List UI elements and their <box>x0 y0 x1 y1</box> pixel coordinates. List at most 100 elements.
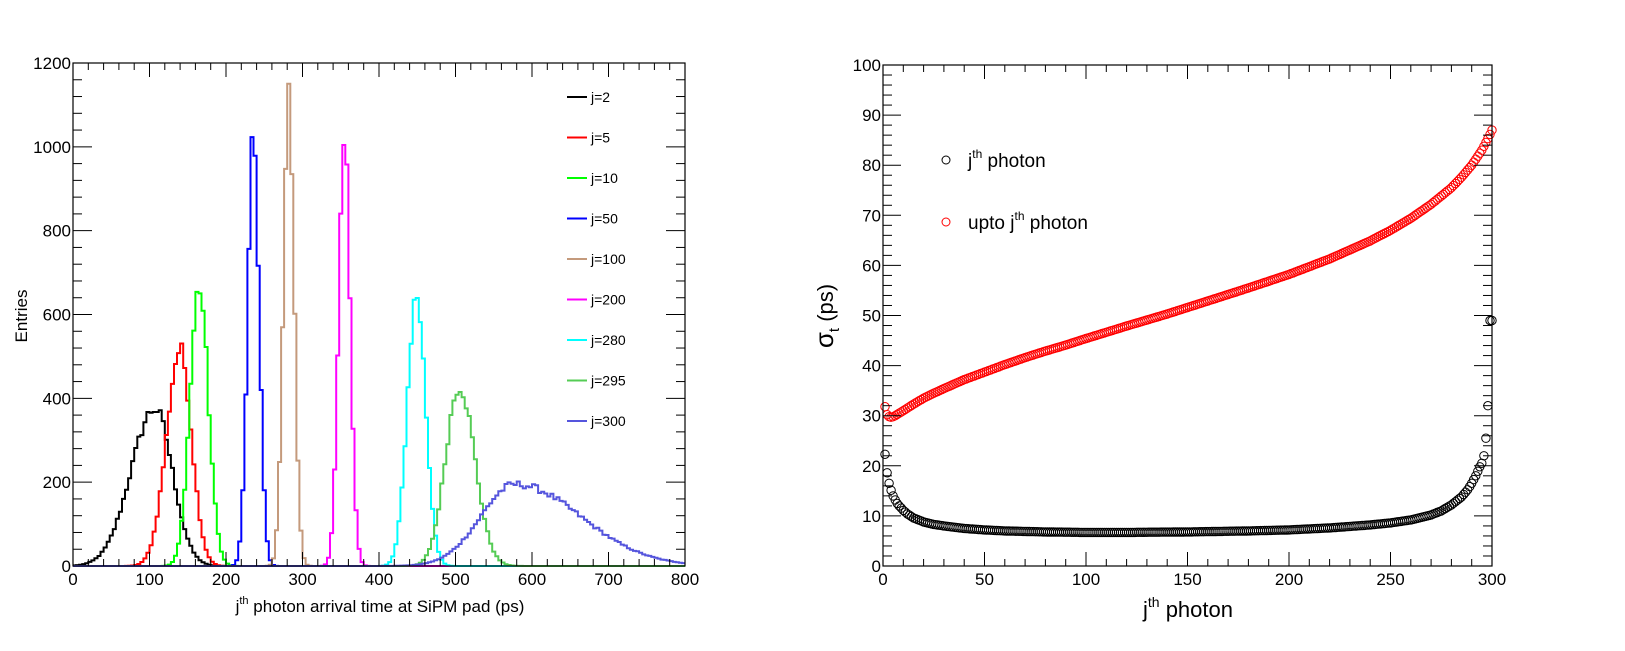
histogram-series-j-100 <box>73 82 685 567</box>
left-y-axis-title: Entries <box>12 290 31 343</box>
left-x-axis-title-pre: j <box>235 597 240 616</box>
data-point <box>1359 238 1369 249</box>
right-y-tick-label: 70 <box>862 206 881 225</box>
right-y-tick-label: 40 <box>862 357 881 376</box>
left-x-tick-label: 400 <box>365 570 393 589</box>
legend-label-pre: j <box>967 151 972 172</box>
data-point <box>1339 247 1349 258</box>
legend-label: j=200 <box>590 292 626 308</box>
right-y-tick-label: 30 <box>862 407 881 426</box>
left-x-tick-label: 0 <box>68 570 77 589</box>
left-x-axis-title-sup: th <box>239 595 248 607</box>
data-point <box>1471 154 1481 164</box>
left-y-tick-label: 600 <box>43 306 71 325</box>
right-axes-frame <box>882 64 1493 567</box>
right-x-axis-title-sup: th <box>1148 594 1160 610</box>
right-y-axis-title-post: (ps) <box>813 284 838 328</box>
left-x-tick-label: 500 <box>441 570 469 589</box>
left-x-tick-label: 700 <box>594 570 622 589</box>
right-y-tick-label: 10 <box>862 507 881 526</box>
right-x-tick-label: 250 <box>1376 570 1404 589</box>
right-y-axis-title: σt (ps) <box>809 284 843 348</box>
legend-label-post: photon <box>982 151 1045 172</box>
legend-label: j=5 <box>590 130 610 146</box>
timing-resolution-scatter-chart: 0 50 100 150 200 250 300 0 10 20 30 40 50 60 70 80 90 100… <box>809 56 1506 622</box>
left-x-axis-title-post: photon arrival time at SiPM pad (ps) <box>249 597 525 616</box>
legend-entry-j-295: j=295 <box>567 373 626 389</box>
arrival-time-histogram-chart: 0 100 200 300 400 500 600 700 800 0 200 400 600 800 10… <box>12 54 699 616</box>
data-point <box>1473 466 1483 476</box>
left-y-tick-label: 1200 <box>33 54 71 73</box>
legend-entry-j-5: j=5 <box>567 130 610 146</box>
left-y-tick-label: 400 <box>43 389 71 408</box>
data-point <box>1485 315 1495 326</box>
legend-entry-jth-photon: jth photon <box>941 147 1046 172</box>
data-point <box>1475 148 1485 158</box>
legend-label: j=10 <box>590 170 618 186</box>
left-x-tick-label: 200 <box>212 570 240 589</box>
right-y-tick-label: 90 <box>862 106 881 125</box>
legend-label-post: photon <box>1025 213 1088 234</box>
data-point <box>1345 245 1355 255</box>
data-point <box>1324 254 1335 264</box>
left-y-tick-label: 1000 <box>33 138 71 157</box>
left-y-tick-label: 0 <box>62 557 71 576</box>
data-point <box>957 375 967 386</box>
right-x-axis-title-pre: j <box>1142 597 1148 622</box>
data-point <box>1462 485 1473 495</box>
data-point <box>933 386 943 397</box>
histogram-series-j-200 <box>73 144 685 567</box>
left-y-tick-label: 200 <box>43 473 71 492</box>
legend-entry-j-200: j=200 <box>567 292 626 308</box>
legend-label: jth photon <box>967 147 1046 172</box>
data-point <box>1473 151 1483 161</box>
legend-entry-upto-jth-photon: upto jth photon <box>941 209 1088 234</box>
legend-entry-j-100: j=100 <box>567 251 626 267</box>
data-point <box>947 380 957 390</box>
left-x-tick-label: 800 <box>671 570 699 589</box>
right-y-tick-label: 100 <box>853 56 881 75</box>
right-y-tick-label: 20 <box>862 457 881 476</box>
data-point <box>1353 241 1363 252</box>
legend-label: j=2 <box>590 89 610 105</box>
legend-label: j=50 <box>590 211 618 227</box>
left-legend: j=2 j=5 j=10 j=50 j=100 j=200 j=280 j=295 j=300 <box>567 89 626 429</box>
right-x-axis-title-post: photon <box>1160 597 1233 622</box>
legend-label-sup: th <box>1014 209 1024 223</box>
right-y-axis-title-pre: σ <box>809 332 839 348</box>
right-y-tick-label: 80 <box>862 156 881 175</box>
data-point <box>880 449 890 459</box>
legend-entry-j-50: j=50 <box>567 211 618 227</box>
right-y-tick-label: 0 <box>872 557 881 576</box>
legend-entry-j-10: j=10 <box>567 170 618 186</box>
right-frame-rect <box>882 64 1493 567</box>
legend-label-sup: th <box>972 147 982 161</box>
data-point <box>1485 129 1495 140</box>
histogram-series-j-2 <box>73 409 685 567</box>
legend-label: j=100 <box>590 251 626 267</box>
right-x-tick-label: 0 <box>878 570 887 589</box>
legend-marker-swatch <box>941 217 951 227</box>
right-x-axis-title: jth photon <box>1142 594 1233 622</box>
left-x-tick-label: 300 <box>288 570 316 589</box>
data-point <box>953 377 963 387</box>
legend-entry-j-280: j=280 <box>567 332 626 348</box>
series-jth-photon-markers <box>880 315 1497 538</box>
left-x-tick-label: 600 <box>518 570 546 589</box>
left-plot-area <box>73 82 685 567</box>
legend-label-pre: upto j <box>968 213 1014 234</box>
legend-label: j=280 <box>590 332 626 348</box>
data-point <box>927 389 937 399</box>
left-y-tick-label: 800 <box>43 222 71 241</box>
data-point <box>1471 471 1481 481</box>
data-point <box>1481 433 1491 443</box>
right-y-axis-title-sub: t <box>826 327 843 332</box>
legend-label: j=300 <box>590 413 626 429</box>
left-x-tick-label: 100 <box>135 570 163 589</box>
legend-label: upto jth photon <box>968 209 1088 234</box>
right-y-tick-label: 60 <box>862 256 881 275</box>
data-point <box>1331 251 1341 261</box>
legend-marker-swatch <box>941 155 951 165</box>
